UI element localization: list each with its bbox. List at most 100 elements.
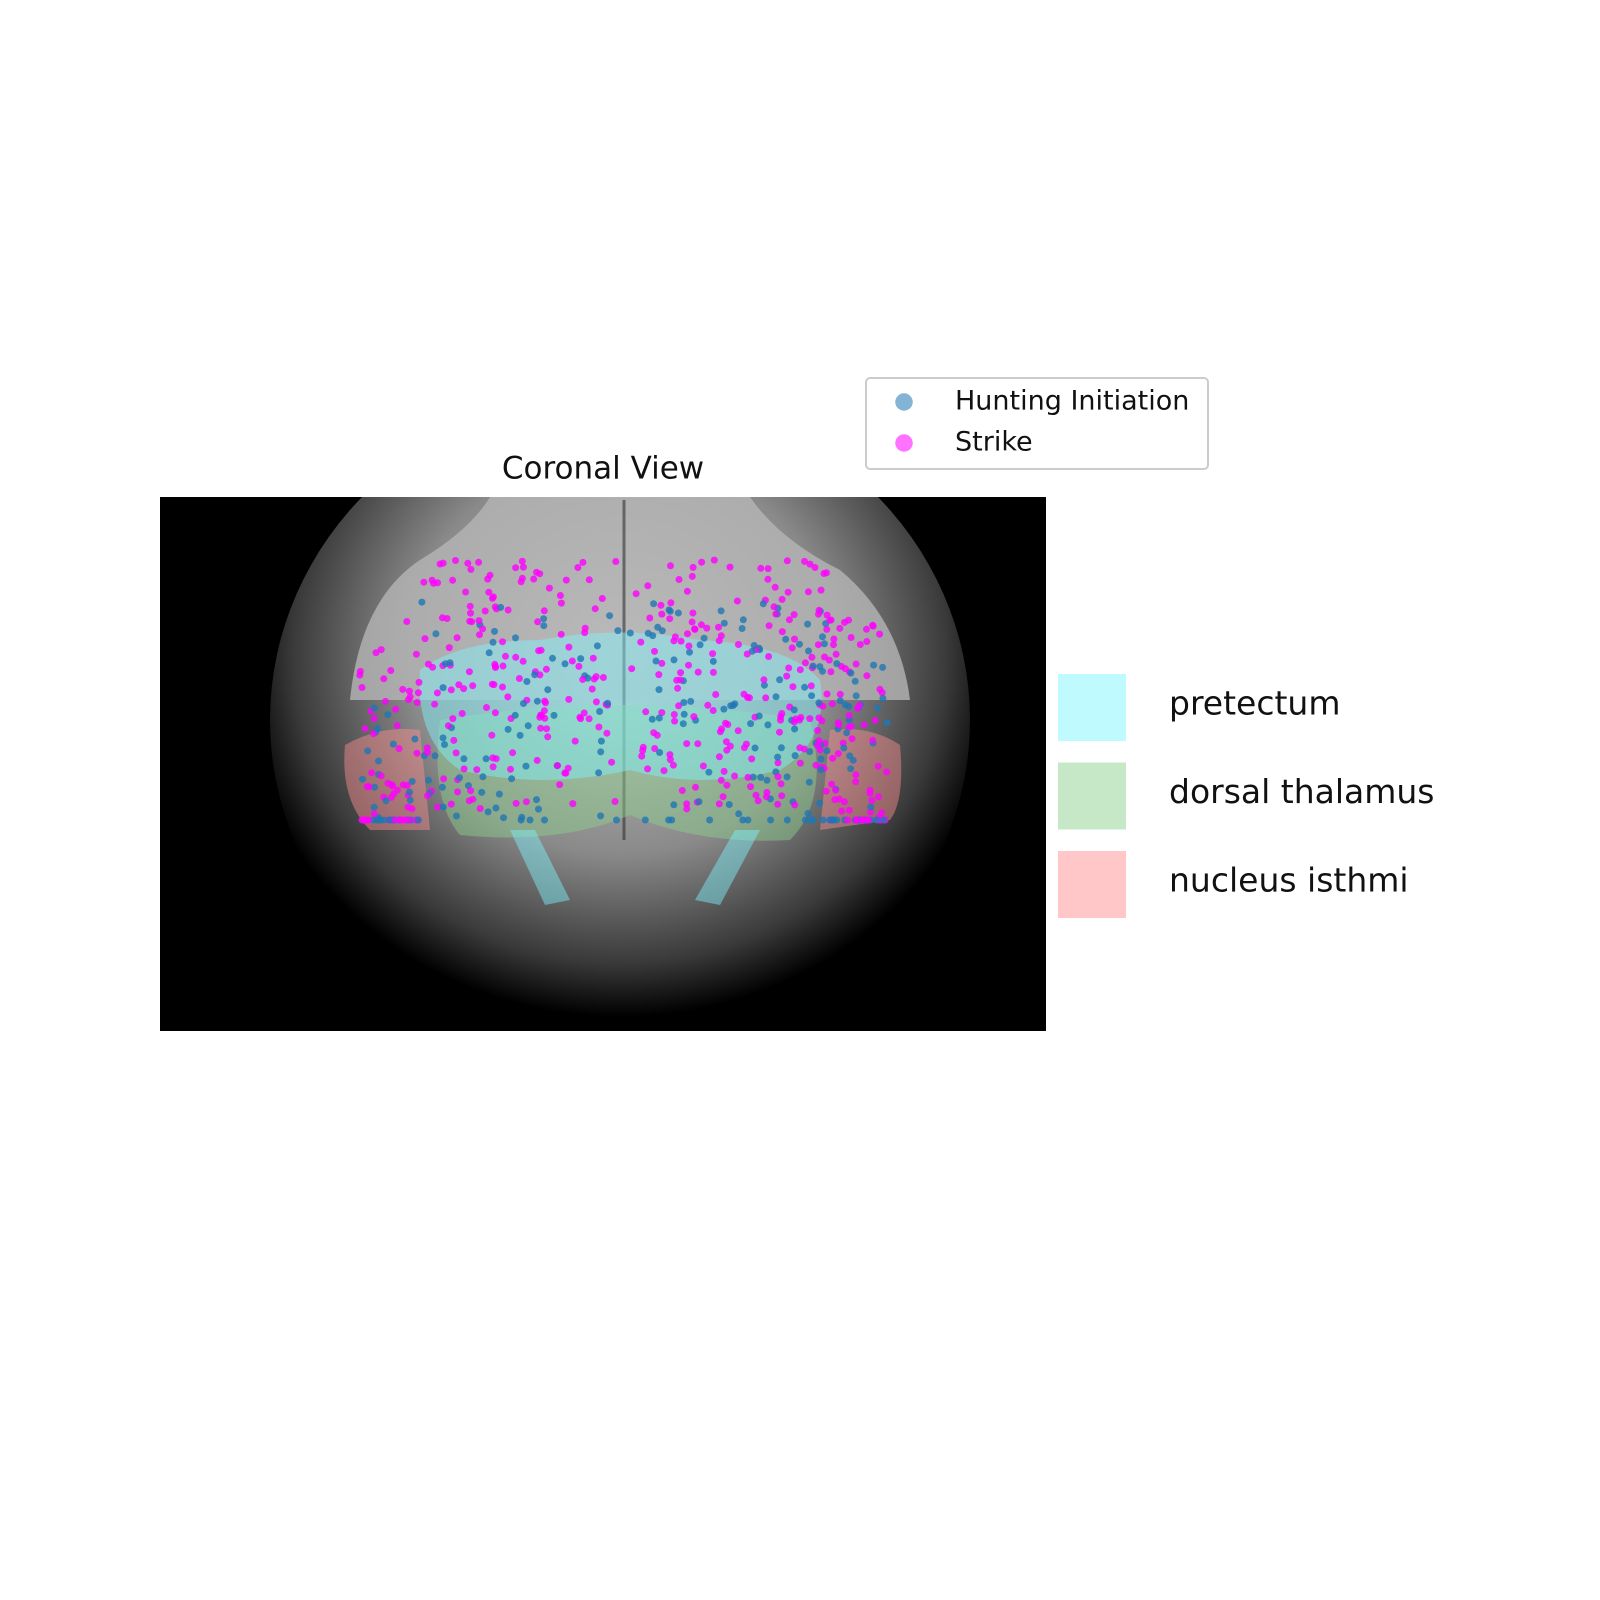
cell-point <box>592 698 600 706</box>
cell-point <box>683 740 691 748</box>
cell-point <box>653 731 661 739</box>
cell-point <box>832 786 840 794</box>
cell-point <box>680 699 688 706</box>
cell-point <box>722 738 730 746</box>
cell-point <box>535 647 543 655</box>
cell-point <box>696 641 704 649</box>
cell-point <box>764 565 772 573</box>
cell-point <box>512 653 520 661</box>
cell-point <box>452 749 460 757</box>
region-label: dorsal thalamus <box>1169 772 1435 811</box>
cell-point <box>835 795 843 803</box>
cell-point <box>533 796 540 804</box>
cell-point <box>569 800 577 808</box>
cell-point <box>535 805 542 813</box>
cell-point <box>704 701 712 709</box>
cell-point <box>515 675 523 682</box>
cell-point <box>370 704 378 712</box>
cell-point <box>489 754 497 762</box>
cell-point <box>685 661 692 669</box>
cell-point <box>502 652 509 660</box>
cell-point <box>467 787 475 795</box>
cell-point <box>575 662 583 670</box>
cell-point <box>796 759 804 767</box>
cell-point <box>845 723 853 731</box>
cell-point <box>377 772 385 780</box>
cell-point <box>733 597 741 605</box>
cell-point <box>725 801 733 808</box>
cell-point <box>658 627 666 635</box>
cell-point <box>772 610 780 618</box>
region-swatch <box>1058 674 1126 741</box>
cell-point <box>406 788 413 796</box>
cell-point <box>460 765 468 773</box>
cell-point <box>554 762 561 769</box>
cell-point <box>452 557 459 564</box>
cell-point <box>363 783 371 790</box>
cell-point <box>739 816 747 824</box>
cell-point <box>561 660 569 668</box>
cell-point <box>874 704 882 712</box>
cell-point <box>637 638 645 646</box>
cell-point <box>817 766 825 774</box>
cell-point <box>703 624 711 632</box>
cell-point <box>764 575 772 583</box>
cell-point <box>679 720 687 728</box>
cell-point <box>579 676 587 683</box>
cell-point <box>788 644 796 652</box>
cell-point <box>613 816 620 824</box>
cell-point <box>413 749 421 757</box>
cell-point <box>669 761 677 769</box>
cell-point <box>776 728 783 736</box>
cell-point <box>439 559 447 567</box>
cell-point <box>545 584 553 592</box>
cell-point <box>852 771 860 779</box>
cell-point <box>519 657 527 665</box>
cell-point <box>516 731 524 739</box>
cell-point <box>823 690 831 698</box>
cell-point <box>833 660 841 668</box>
cell-point <box>440 775 448 783</box>
cell-point <box>651 745 659 752</box>
cell-point <box>488 731 496 739</box>
cell-point <box>534 618 542 626</box>
cell-point <box>754 797 762 805</box>
cell-point <box>683 805 691 813</box>
cell-point <box>660 767 668 775</box>
cell-point <box>606 612 614 620</box>
cell-point <box>727 702 735 710</box>
cell-point <box>808 692 816 700</box>
cell-point <box>829 754 837 762</box>
cell-point <box>356 667 364 675</box>
cell-point <box>762 694 770 702</box>
cell-point <box>443 615 451 622</box>
cell-point <box>762 793 770 801</box>
cell-point <box>692 783 699 791</box>
cell-point <box>384 711 392 719</box>
cell-point <box>791 725 799 733</box>
cell-point <box>734 727 742 735</box>
cell-point <box>364 747 372 755</box>
cell-point <box>804 588 812 596</box>
cell-point <box>655 714 663 722</box>
cell-point <box>557 630 565 638</box>
cell-point <box>678 787 686 794</box>
cell-point <box>852 660 860 668</box>
cell-point <box>776 676 784 684</box>
cell-point <box>476 631 483 639</box>
cell-point <box>705 768 713 776</box>
cell-point <box>784 588 792 596</box>
cell-point <box>806 748 814 756</box>
cell-point <box>876 630 884 638</box>
cell-point <box>458 710 466 717</box>
cell-point <box>815 699 823 707</box>
cell-point <box>393 722 401 729</box>
cell-point <box>778 792 786 800</box>
cell-point <box>595 769 603 777</box>
region-pretectum <box>419 632 822 905</box>
cell-point <box>667 562 674 570</box>
cell-point <box>856 641 864 648</box>
cell-point <box>603 729 611 737</box>
cell-point <box>720 619 728 627</box>
